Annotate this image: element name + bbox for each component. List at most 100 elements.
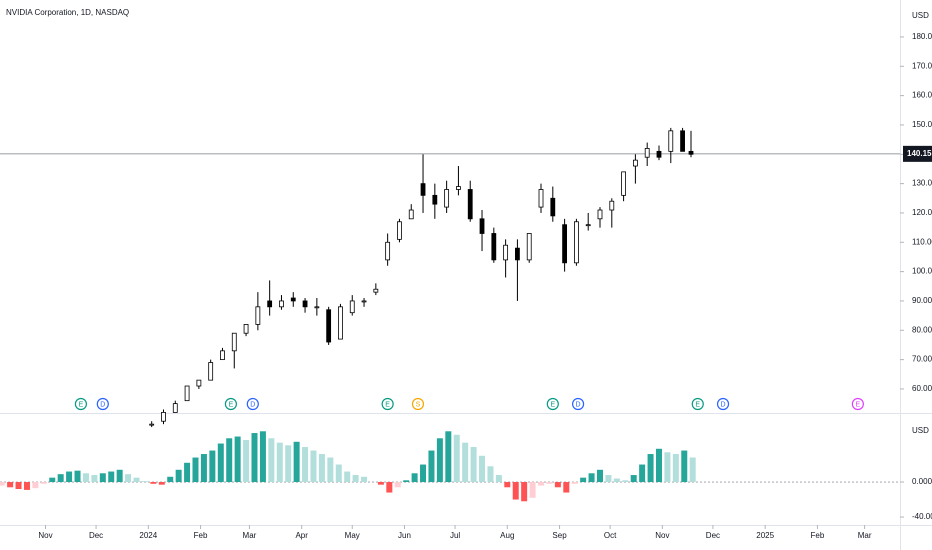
event-marker (691, 397, 704, 411)
histogram-bar (546, 482, 553, 484)
histogram-bar (470, 447, 477, 483)
event-marker (96, 397, 109, 411)
histogram-bar (66, 471, 73, 483)
histogram-bar (504, 482, 511, 488)
candle-body (243, 324, 249, 334)
x-tick-label: 2025 (756, 531, 774, 540)
x-tick-label: Nov (38, 531, 52, 540)
chart-title: NVIDIA Corporation, 1D, NASDAQ (6, 8, 129, 17)
candle-body (515, 247, 520, 261)
y-tick-label: 80.00 (912, 325, 932, 334)
event-marker (224, 397, 237, 411)
event-marker (571, 397, 585, 411)
histogram-bar (243, 440, 250, 483)
y-tick-label: 170.00 (912, 61, 932, 70)
candle-body (385, 241, 391, 261)
event-label: E (79, 401, 84, 408)
histogram-bar (217, 443, 224, 483)
x-tick-label: Jun (398, 531, 411, 540)
candle-body (290, 297, 296, 302)
histogram-bar (386, 482, 393, 493)
event-label: E (229, 401, 234, 408)
event-label: D (100, 401, 105, 408)
event-marker (381, 397, 394, 411)
candle-body (668, 130, 674, 152)
histogram-bar (268, 438, 275, 483)
histogram-bar (352, 475, 359, 483)
histogram-bar (302, 447, 309, 483)
histogram-bar (655, 448, 662, 483)
x-tick-label: Sep (552, 531, 567, 540)
histogram-bar (436, 438, 443, 483)
y-tick-label: 180.00 (912, 32, 932, 41)
x-tick-label: Aug (500, 531, 514, 540)
event-label: D (576, 401, 581, 408)
candle-body (255, 306, 261, 325)
y-tick-label: 130.00 (912, 179, 932, 188)
candle-body (491, 233, 497, 261)
candle-body (467, 189, 473, 220)
histogram-bar (192, 457, 199, 483)
histogram-bar (7, 482, 14, 488)
histogram-bar (57, 474, 64, 483)
candle-body (574, 221, 579, 264)
candle-body (688, 150, 694, 155)
candle-body (196, 379, 202, 387)
candle-body (279, 300, 284, 308)
histogram-bar (428, 450, 435, 483)
histogram-bar (167, 476, 174, 483)
candle-body (680, 130, 685, 152)
histogram-bar (74, 470, 81, 483)
candle-body (550, 197, 556, 217)
event-label: E (385, 401, 390, 408)
candle-body (184, 385, 190, 402)
histogram-bar (133, 477, 140, 483)
histogram-bar (672, 454, 679, 483)
candle-body (161, 412, 166, 422)
histogram-bar (23, 482, 30, 490)
candle-body (644, 148, 650, 158)
indicator-unit: USD (912, 426, 929, 435)
y-tick-label: 110.00 (912, 237, 932, 246)
y-tick-label: -40.00 (912, 512, 932, 521)
histogram-bar (445, 431, 452, 483)
x-tick-label: Oct (604, 531, 617, 540)
histogram-bar (512, 482, 519, 500)
histogram-bar (554, 482, 561, 488)
histogram-bar (605, 475, 612, 483)
event-label: E (856, 401, 861, 408)
x-tick-label: Dec (89, 531, 103, 540)
candle-body (609, 200, 615, 211)
histogram-bar (613, 478, 620, 483)
x-tick-label: May (345, 531, 360, 540)
histogram-bar (664, 452, 671, 483)
candle-body (172, 403, 178, 413)
candle-body (656, 150, 662, 158)
event-marker (716, 397, 730, 411)
histogram-bar (234, 436, 241, 483)
x-tick-label: Mar (858, 531, 872, 540)
histogram-bar (487, 466, 494, 483)
histogram-bar (403, 480, 410, 483)
candle-body (314, 306, 320, 309)
y-tick-label: 0.0000 (912, 477, 932, 486)
event-label: S (416, 401, 421, 408)
histogram-bar (411, 473, 418, 483)
histogram-bar (40, 482, 47, 484)
candle-body (220, 350, 225, 361)
histogram-bar (453, 434, 460, 483)
candle-body (621, 171, 626, 196)
candle-body (373, 288, 379, 293)
event-label: D (721, 401, 726, 408)
price-unit: USD (912, 11, 929, 20)
histogram-bar (588, 473, 595, 483)
histogram-bar (276, 442, 283, 483)
candle-body (526, 233, 532, 261)
histogram-bar (529, 482, 536, 498)
candle-body (585, 224, 591, 227)
candle-body (420, 183, 426, 196)
histogram-bar (91, 475, 98, 483)
candle-body (208, 362, 214, 381)
histogram-bar (108, 471, 115, 483)
y-tick-label: 90.00 (912, 296, 932, 305)
